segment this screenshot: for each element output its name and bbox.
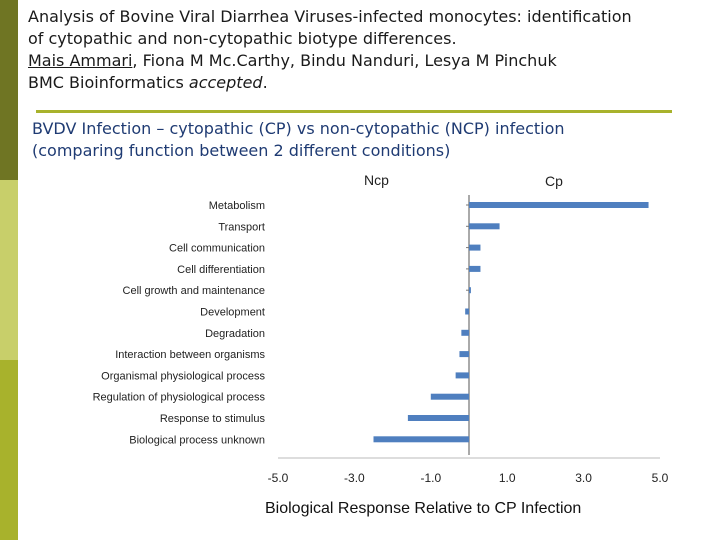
category-label: Metabolism [209,200,265,212]
header-separator [36,110,672,113]
category-label: Biological process unknown [129,434,265,446]
title-line-1: Analysis of Bovine Viral Diarrhea Viruse… [28,7,632,26]
sidebar-light-band [0,180,18,360]
slide-subtitle: BVDV Infection – cytopathic (CP) vs non-… [32,118,565,162]
title-line-2: of cytopathic and non-cytopathic biotype… [28,29,457,48]
bar [469,287,471,294]
bar [469,244,481,251]
citation-header: Analysis of Bovine Viral Diarrhea Viruse… [28,6,718,94]
bar [430,393,469,400]
subtitle-line-2: (comparing function between 2 different … [32,141,451,160]
sidebar-dark-band [0,0,18,180]
cp-header: Cp [545,173,563,189]
x-tick-label: -3.0 [344,471,365,485]
x-tick-label: 3.0 [575,471,592,485]
category-label: Organismal physiological process [101,370,265,382]
bar [459,351,469,358]
x-axis-title: Biological Response Relative to CP Infec… [265,500,582,517]
bar [373,436,469,443]
bar [469,265,481,272]
x-tick-label: -5.0 [268,471,289,485]
category-label: Regulation of physiological process [93,392,266,404]
subtitle-line-1: BVDV Infection – cytopathic (CP) vs non-… [32,119,565,138]
other-authors: , Fiona M Mc.Carthy, Bindu Nanduri, Lesy… [132,51,557,70]
first-author-link[interactable]: Mais Ammari [28,51,133,70]
category-label: Transport [218,221,265,233]
category-label: Cell differentiation [177,264,265,276]
journal-name: BMC Bioinformatics [28,73,189,92]
journal-period: . [262,73,268,92]
category-label: Cell communication [169,243,265,255]
ncp-header: Ncp [364,172,389,188]
bar [461,329,469,336]
category-label: Cell growth and maintenance [123,285,265,297]
bar [469,202,649,208]
bar [407,415,469,421]
publication-status: accepted [188,73,263,92]
category-label: Development [200,307,265,319]
journal-line: BMC Bioinformatics accepted. [28,72,718,94]
category-label: Response to stimulus [160,413,266,425]
sidebar-olive-band [0,360,18,540]
bar [455,372,469,379]
bar [465,308,469,315]
x-tick-label: -1.0 [420,471,441,485]
bar [469,223,500,230]
category-label: Degradation [205,328,265,340]
x-tick-label: 1.0 [499,471,516,485]
authors-line: Mais Ammari, Fiona M Mc.Carthy, Bindu Na… [28,50,718,72]
x-tick-label: 5.0 [652,471,669,485]
category-label: Interaction between organisms [115,349,265,361]
